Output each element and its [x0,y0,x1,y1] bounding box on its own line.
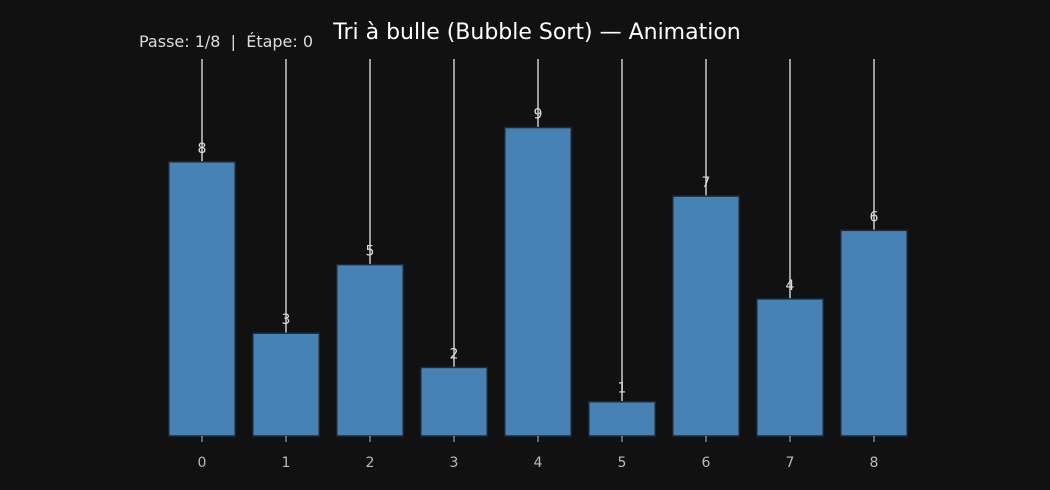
value-label-4: 9 [534,107,543,123]
value-label-2: 5 [366,244,375,260]
tick-label-3: 3 [450,455,459,471]
value-labels: 8 3 5 2 9 1 7 4 6 [198,107,879,397]
bar-2 [336,263,404,437]
bar-7 [756,298,824,437]
status-text: Passe: 1/8 | Étape: 0 [139,32,313,51]
tick-label-6: 6 [702,455,711,471]
tick-label-7: 7 [786,455,795,471]
bar-0 [168,161,236,437]
bar-6 [672,195,740,437]
marker-lines [201,59,875,402]
chart-title: Tri à bulle (Bubble Sort) — Animation [332,20,741,45]
value-label-7: 4 [786,278,795,294]
tick-label-8: 8 [870,455,879,471]
bar-3 [420,366,488,437]
tick-label-2: 2 [366,455,375,471]
tick-label-4: 4 [534,455,543,471]
value-label-5: 1 [618,381,627,397]
bars [168,126,908,437]
tick-label-1: 1 [282,455,291,471]
bar-8 [840,229,908,437]
value-label-8: 6 [870,209,879,225]
bar-1 [252,332,320,437]
tick-label-0: 0 [198,455,207,471]
bar-5 [588,400,656,437]
value-label-6: 7 [702,175,711,191]
value-label-3: 2 [450,346,459,362]
bar-4 [504,126,572,437]
value-label-0: 8 [198,141,207,157]
tick-label-5: 5 [618,455,627,471]
value-label-1: 3 [282,312,291,328]
x-axis-ticks: 0 1 2 3 4 5 6 7 8 [198,436,879,471]
